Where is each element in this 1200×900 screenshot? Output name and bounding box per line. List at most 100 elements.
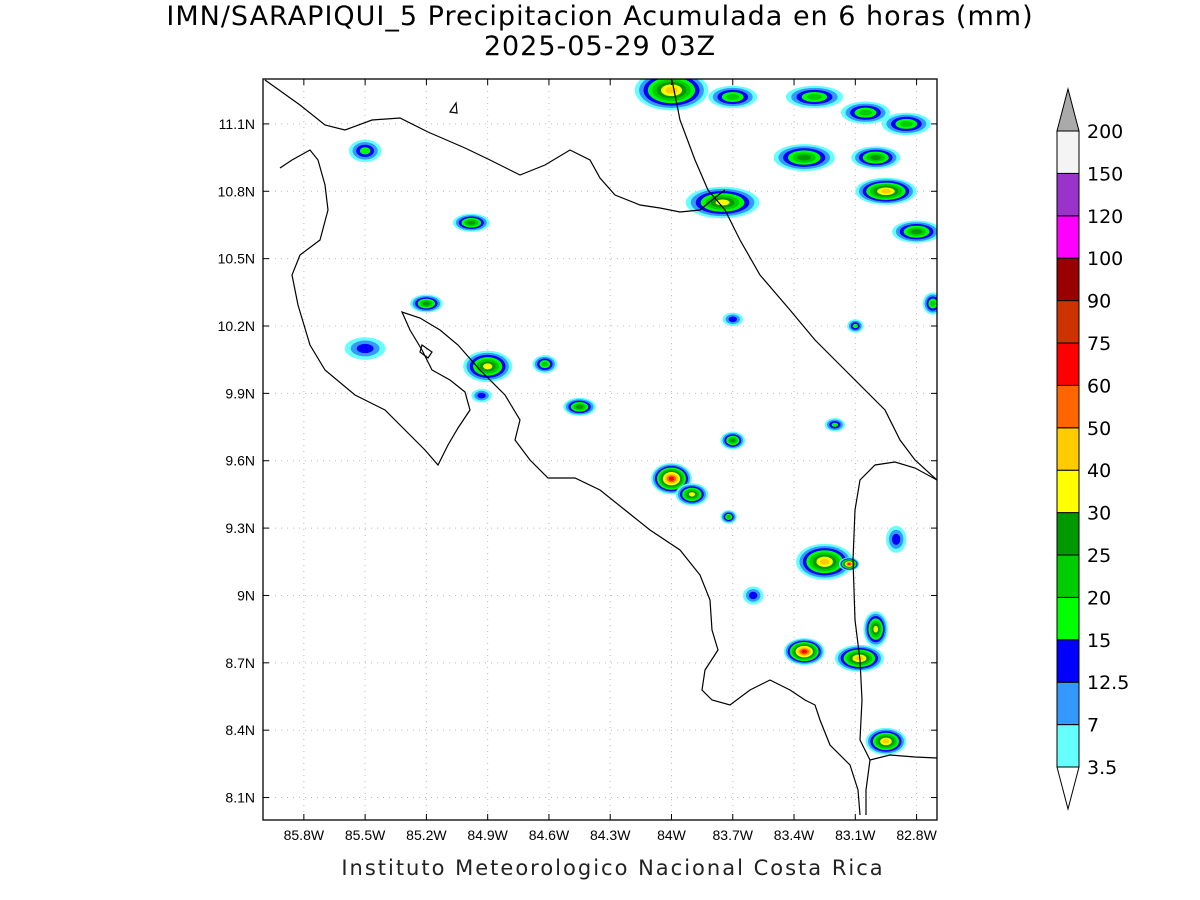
axis-ticks: 85.8W 85.5W 85.2W 84.9W 84.6W 84.3W 84W 83.7W 83… [218,79,938,843]
lat-tick-label: 10.8N [218,183,255,199]
precip-cell [722,312,743,326]
caribbean-coast [671,79,937,481]
precip-contour [665,86,678,94]
precip-cell [892,220,937,243]
lat-tick-label: 10.2N [218,318,255,334]
plot-frame [262,78,938,821]
precip-contour [422,301,430,306]
chart-title: IMN/SARAPIQUI_5 Precipitacion Acumulada … [166,1,1034,32]
precip-contour [873,625,879,633]
colorbar-segment [1056,172,1080,217]
nicoya-inner-coast [419,344,433,359]
precip-cell [824,418,846,432]
precip-contour [356,343,374,354]
precip-cell [838,557,860,571]
colorbar-label: 25 [1087,545,1111,567]
precip-contour [541,361,549,367]
precip-contour [930,300,936,307]
precip-contour [730,438,736,443]
colorbar-label: 30 [1087,503,1111,525]
precip-cell [855,177,917,205]
precip-contour [859,109,872,116]
precip-cell [708,85,758,109]
lon-tick-label: 83.4W [774,827,815,843]
precip-cell [863,611,889,648]
lat-tick-label: 8.4N [225,722,255,738]
precip-cell [410,294,443,313]
colorbar-segment [1056,342,1080,386]
colorbar-label: 100 [1087,248,1123,270]
lat-tick-label: 9.9N [225,385,255,401]
lat-tick-label: 8.7N [225,655,255,671]
precip-contour [819,558,830,565]
colorbar-label: 200 [1087,121,1123,143]
precip-contour [359,147,371,155]
precip-contour [847,563,851,565]
colorbar-label: 3.5 [1087,757,1117,779]
precip-contour [575,404,584,409]
colorbar-segment [1056,554,1080,598]
precip-cell [847,319,864,333]
footer-credit: Instituto Meteorologico Nacional Costa R… [341,856,885,880]
lon-tick-label: 83.1W [835,827,876,843]
precip-cell [344,337,386,360]
precip-cell [634,79,709,111]
lon-tick-label: 84.6W [529,827,570,843]
precip-contour [801,649,807,654]
precip-contour [807,94,822,100]
precip-contour [852,323,858,329]
precip-contour [911,229,922,235]
colorbar-label: 50 [1087,418,1111,440]
precip-contour [831,422,839,427]
colorbar-label: 60 [1087,375,1111,397]
lon-tick-label: 85.5W [345,827,386,843]
colorbar-segment [1056,724,1080,768]
precip-contour [668,476,675,481]
precip-contour [891,533,901,545]
colorbar-segment [1056,215,1080,259]
precip-cell [348,139,382,163]
panama-coast-east [869,754,937,761]
lon-tick-label: 84.3W [590,827,631,843]
colorbar: 3.5 7 12.5 15 20 25 30 40 50 60 75 90 100 120 150 200 [1056,87,1129,811]
lon-tick-label: 84.9W [467,827,508,843]
precip-cell [720,431,746,450]
colorbar-segment [1056,427,1080,471]
nicaragua-costa-rica-border [264,79,726,213]
colorbar-label: 20 [1087,587,1111,609]
colorbar-segment [1056,130,1080,174]
colorbar-segment [1056,300,1080,344]
precip-contour [882,739,890,744]
colorbar-label: 15 [1087,630,1111,652]
precip-cell [773,144,835,172]
lat-tick-label: 9.3N [225,520,255,536]
colorbar-segment [1056,257,1080,302]
precip-cell [922,292,937,315]
colorbar-segment [1056,384,1080,429]
lon-tick-label: 82.8W [896,827,937,843]
precip-contour [726,515,731,519]
colorbar-min-arrow [1056,766,1080,811]
coastline-borders [264,79,937,816]
precip-cell [841,101,891,124]
precip-cell [452,213,490,232]
precip-cell [796,543,854,580]
lake-island-mark [448,101,458,114]
precip-cell [463,350,513,383]
precipitation-field [344,79,937,755]
lat-tick-label: 9N [237,587,255,603]
precip-contour [688,492,696,497]
colorbar-segment [1056,681,1080,726]
precip-cell [742,586,764,605]
precip-contour [797,154,811,161]
precip-contour [728,316,737,323]
colorbar-label: 75 [1087,333,1111,355]
precip-cell [851,146,901,169]
colorbar-label: 12.5 [1087,672,1129,694]
precip-contour [715,199,730,206]
precip-cell [885,525,907,553]
colorbar-segment [1056,596,1080,641]
grid-lines [263,79,937,820]
precip-contour [870,155,882,161]
